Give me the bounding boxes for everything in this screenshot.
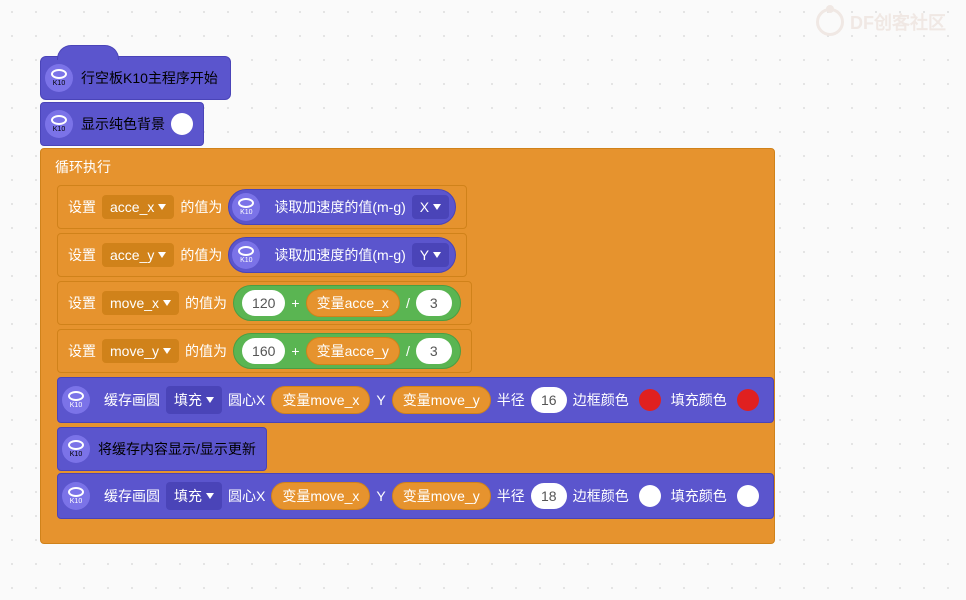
k10-icon: K10	[45, 64, 73, 92]
loop-header: 循环执行	[41, 149, 774, 185]
k10-icon: K10	[232, 193, 260, 221]
watermark: DF创客社区	[816, 8, 946, 36]
var-dropdown-move-x[interactable]: move_x	[102, 291, 179, 315]
watermark-text: DF创客社区	[850, 9, 946, 35]
bg-label: 显示纯色背景	[81, 114, 165, 134]
block-set-move-y[interactable]: 设置 move_y 的值为 160 + 变量 acce_y / 3	[57, 329, 472, 373]
radius-16[interactable]: 16	[531, 387, 567, 413]
chevron-down-icon	[433, 252, 441, 258]
k10-icon: K10	[62, 386, 90, 414]
hat-block-start[interactable]: K10 行空板K10主程序开始	[40, 56, 231, 100]
chevron-down-icon	[433, 204, 441, 210]
var-dropdown-acce-x[interactable]: acce_x	[102, 195, 174, 219]
reporter-read-accel-x[interactable]: K10 读取加速度的值(m-g) X	[228, 189, 456, 225]
var-dropdown-move-y[interactable]: move_y	[102, 339, 179, 363]
fill-dropdown-2[interactable]: 填充	[166, 482, 222, 510]
k10-icon: K10	[62, 435, 90, 463]
var-reporter-move-x[interactable]: 变量 move_x	[271, 386, 370, 414]
blocks-workspace: K10 行空板K10主程序开始 K10 显示纯色背景 循环执行 设置 acce_…	[40, 56, 775, 546]
chevron-down-icon	[206, 493, 214, 499]
block-refresh-display[interactable]: K10 将缓存内容显示/显示更新	[57, 427, 267, 471]
block-draw-circle-white[interactable]: K10 缓存画圆 填充 圆心X 变量 move_x Y 变量 move_y 半径…	[57, 473, 774, 519]
chevron-down-icon	[163, 348, 171, 354]
var-dropdown-acce-y[interactable]: acce_y	[102, 243, 174, 267]
color-picker-fill-red[interactable]	[737, 389, 759, 411]
axis-dropdown-x[interactable]: X	[412, 195, 449, 219]
chevron-down-icon	[163, 300, 171, 306]
chevron-down-icon	[206, 397, 214, 403]
color-picker-border-red[interactable]	[639, 389, 661, 411]
color-picker-white[interactable]	[171, 113, 193, 135]
loop-forever[interactable]: 循环执行 设置 acce_x 的值为 K10 读取加速度的值(m-g) X	[40, 148, 775, 544]
var-reporter-move-y[interactable]: 变量 move_y	[392, 386, 491, 414]
k10-icon: K10	[232, 241, 260, 269]
hat-label: 行空板K10主程序开始	[81, 68, 218, 88]
color-picker-fill-white[interactable]	[737, 485, 759, 507]
reporter-read-accel-y[interactable]: K10 读取加速度的值(m-g) Y	[228, 237, 456, 273]
block-set-move-x[interactable]: 设置 move_x 的值为 120 + 变量 acce_x / 3	[57, 281, 472, 325]
var-reporter-acce-y[interactable]: 变量 acce_y	[306, 337, 400, 365]
num-3[interactable]: 3	[416, 290, 452, 316]
fill-dropdown[interactable]: 填充	[166, 386, 222, 414]
radius-18[interactable]: 18	[531, 483, 567, 509]
block-set-acce-y[interactable]: 设置 acce_y 的值为 K10 读取加速度的值(m-g) Y	[57, 233, 467, 277]
operator-add-div-x[interactable]: 120 + 变量 acce_x / 3	[233, 285, 461, 321]
k10-icon: K10	[62, 482, 90, 510]
operator-add-div-y[interactable]: 160 + 变量 acce_y / 3	[233, 333, 461, 369]
block-set-acce-x[interactable]: 设置 acce_x 的值为 K10 读取加速度的值(m-g) X	[57, 185, 467, 229]
df-logo-icon	[816, 8, 844, 36]
axis-dropdown-y[interactable]: Y	[412, 243, 449, 267]
refresh-label: 将缓存内容显示/显示更新	[98, 439, 256, 459]
loop-body: 设置 acce_x 的值为 K10 读取加速度的值(m-g) X 设置 acce…	[57, 185, 774, 523]
k10-icon: K10	[45, 110, 73, 138]
num-160[interactable]: 160	[242, 338, 285, 364]
chevron-down-icon	[158, 204, 166, 210]
var-reporter-move-x-2[interactable]: 变量 move_x	[271, 482, 370, 510]
var-reporter-acce-x[interactable]: 变量 acce_x	[306, 289, 400, 317]
block-set-background[interactable]: K10 显示纯色背景	[40, 102, 204, 146]
num-3b[interactable]: 3	[416, 338, 452, 364]
block-draw-circle-red[interactable]: K10 缓存画圆 填充 圆心X 变量 move_x Y 变量 move_y 半径…	[57, 377, 774, 423]
chevron-down-icon	[158, 252, 166, 258]
var-reporter-move-y-2[interactable]: 变量 move_y	[392, 482, 491, 510]
color-picker-border-white[interactable]	[639, 485, 661, 507]
num-120[interactable]: 120	[242, 290, 285, 316]
